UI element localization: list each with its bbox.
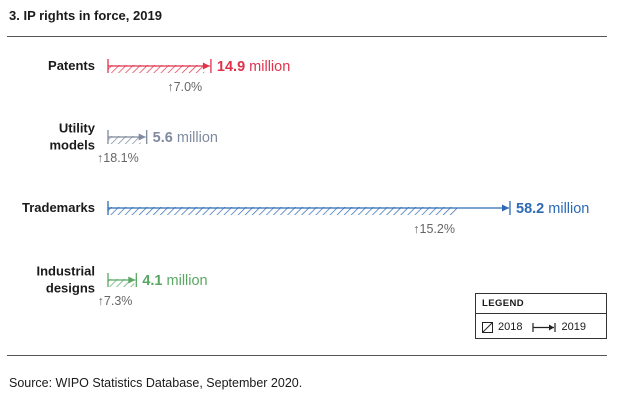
bar-2019-arrowhead	[128, 276, 136, 284]
category-label: designs	[46, 281, 95, 296]
arrow-range-icon	[532, 322, 557, 332]
value-number: 58.2	[516, 201, 544, 217]
bar-2018	[108, 207, 457, 215]
chart: Patents 14.9 million ↑7.0% Utility models 5.6…	[22, 58, 589, 308]
bar-2019-arrowhead	[202, 62, 210, 70]
growth-label: ↑15.2%	[413, 222, 455, 236]
top-rule	[7, 36, 607, 37]
value-label: 4.1 million	[142, 273, 207, 289]
bottom-rule	[7, 355, 607, 356]
legend-row: 2018 2019	[482, 320, 586, 334]
growth-label: ↑7.3%	[98, 294, 133, 308]
source-note: Source: WIPO Statistics Database, Septem…	[9, 376, 303, 390]
category-label: Patents	[48, 58, 95, 73]
value-unit: million	[245, 59, 290, 75]
value-unit: million	[544, 201, 589, 217]
category-label: Utility	[59, 121, 96, 136]
chart-title: 3. IP rights in force, 2019	[9, 8, 162, 23]
category-label: Trademarks	[22, 200, 95, 215]
growth-label: ↑7.0%	[167, 80, 202, 94]
legend: LEGEND 2018 2019	[475, 293, 607, 339]
value-unit: million	[173, 130, 218, 146]
bar-2019-arrowhead	[502, 204, 509, 212]
category-label: Industrial	[36, 264, 95, 279]
value-number: 4.1	[142, 273, 162, 289]
legend-title: LEGEND	[482, 298, 524, 309]
value-number: 14.9	[217, 59, 245, 75]
value-unit: million	[162, 273, 207, 289]
legend-label-2018: 2018	[498, 321, 523, 333]
bar-2018	[108, 136, 141, 144]
legend-label-2019: 2019	[561, 321, 586, 333]
bar-2018	[108, 65, 205, 73]
category-label: models	[49, 138, 95, 153]
legend-divider	[476, 313, 606, 314]
value-number: 5.6	[153, 130, 173, 146]
value-label: 58.2 million	[516, 201, 589, 217]
value-label: 14.9 million	[217, 59, 290, 75]
bar-2018	[108, 279, 135, 287]
value-label: 5.6 million	[153, 130, 218, 146]
growth-label: ↑18.1%	[97, 151, 139, 165]
hatch-swatch-icon	[482, 321, 493, 333]
bar-2019-arrowhead	[138, 133, 146, 141]
